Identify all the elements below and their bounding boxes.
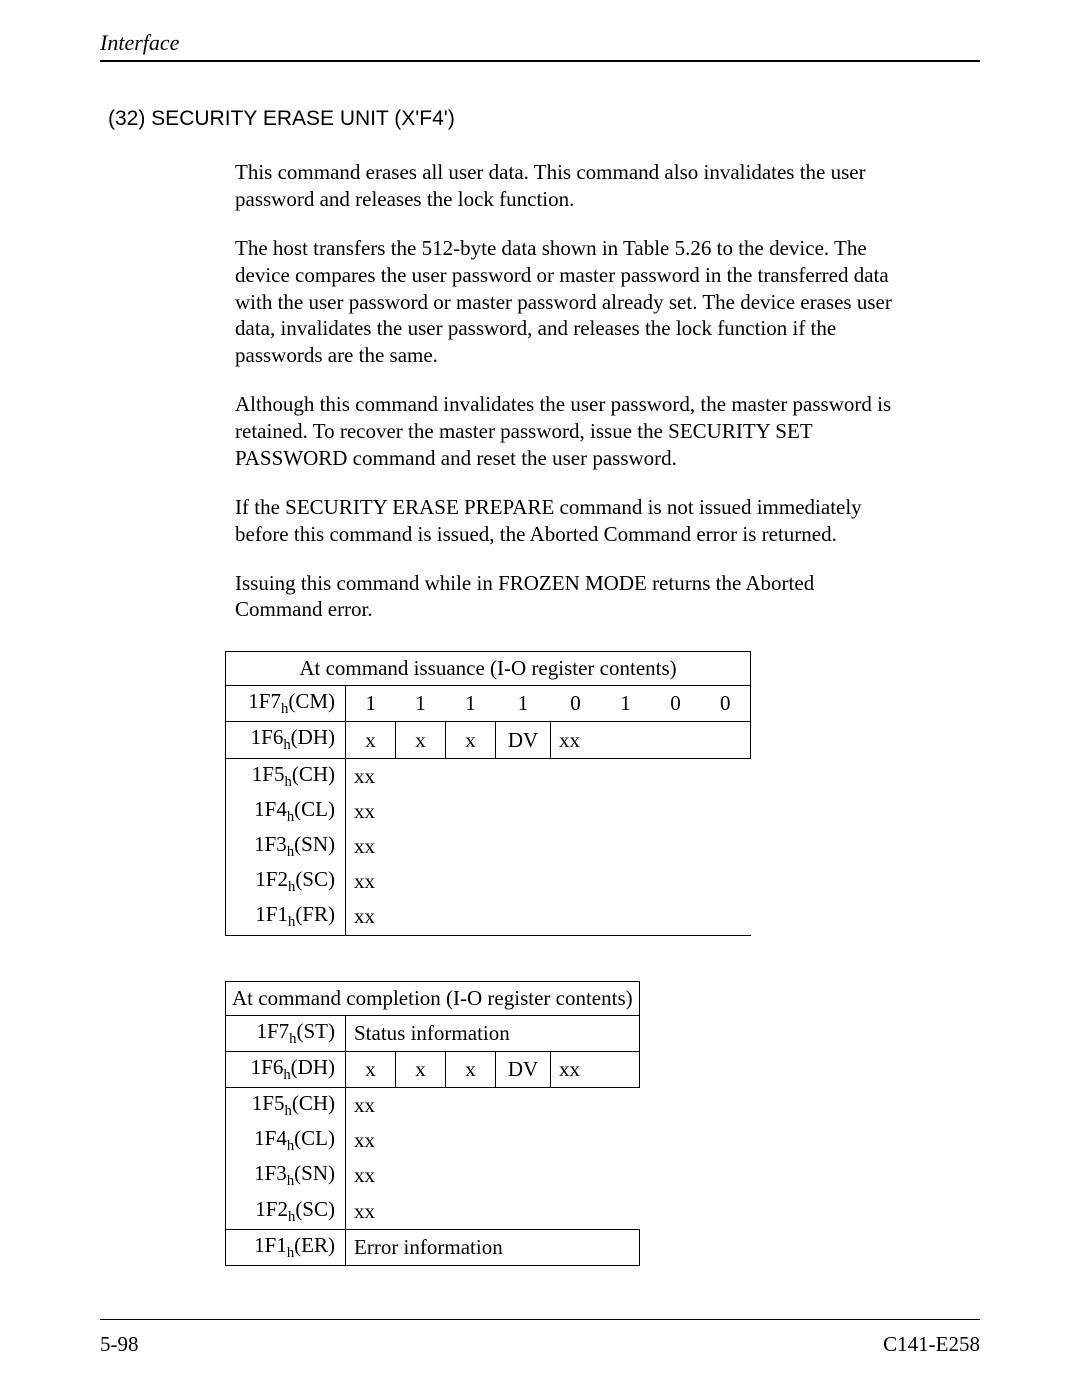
table-caption: At command completion (I-O register cont… <box>226 981 640 1015</box>
doc-id: C141-E258 <box>883 1332 980 1357</box>
page-number: 5-98 <box>100 1332 139 1357</box>
register-table-issuance: At command issuance (I-O register conten… <box>225 651 980 935</box>
page-footer: 5-98 C141-E258 <box>100 1319 980 1357</box>
table-row: 1F3h(SN) xx <box>226 829 751 864</box>
table-row: 1F4h(CL) xx <box>226 794 751 829</box>
table-row: 1F5h(CH) xx <box>226 758 751 794</box>
page: Interface (32) SECURITY ERASE UNIT (X'F4… <box>0 0 1080 1397</box>
table-row: 1F1h(ER) Error information <box>226 1229 640 1265</box>
paragraph: Although this command invalidates the us… <box>235 391 895 472</box>
register-table-completion: At command completion (I-O register cont… <box>225 981 980 1266</box>
running-header: Interface <box>100 30 980 62</box>
table-row: 1F1h(FR) xx <box>226 899 751 935</box>
paragraph: The host transfers the 512-byte data sho… <box>235 235 895 369</box>
section-heading: (32) SECURITY ERASE UNIT (X'F4') <box>108 107 980 131</box>
table-row: 1F4h(CL) xx <box>226 1123 640 1158</box>
table-row: 1F6h(DH) x x x DV xx <box>226 1051 640 1087</box>
paragraph: Issuing this command while in FROZEN MOD… <box>235 570 895 624</box>
body-text: This command erases all user data. This … <box>235 159 895 623</box>
table-row: 1F2h(SC) xx <box>226 1194 640 1230</box>
table-caption: At command issuance (I-O register conten… <box>226 652 751 686</box>
table-row: 1F7h(ST) Status information <box>226 1015 640 1051</box>
table-row: 1F5h(CH) xx <box>226 1087 640 1123</box>
table-row: 1F6h(DH) x x x DV xx <box>226 722 751 758</box>
table-row: 1F2h(SC) xx <box>226 864 751 899</box>
paragraph: This command erases all user data. This … <box>235 159 895 213</box>
table-row: 1F7h(CM) 1 1 1 1 0 1 0 0 <box>226 686 751 722</box>
paragraph: If the SECURITY ERASE PREPARE command is… <box>235 494 895 548</box>
table-row: 1F3h(SN) xx <box>226 1158 640 1193</box>
